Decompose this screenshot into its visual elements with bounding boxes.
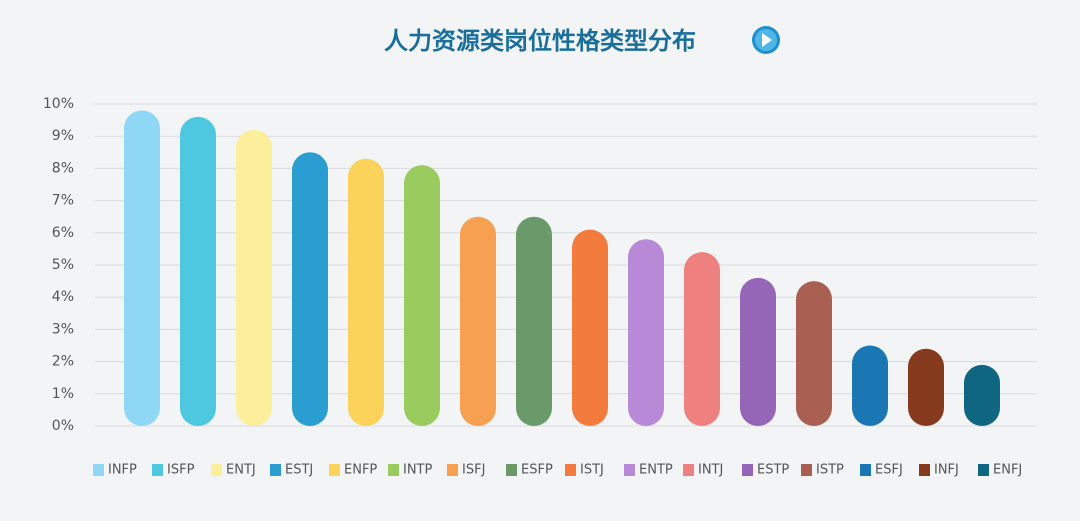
y-tick-label: 3% <box>52 321 74 337</box>
legend-swatch <box>211 464 222 476</box>
legend-swatch <box>329 464 340 476</box>
legend-swatch <box>447 464 458 476</box>
legend-label: INFP <box>108 463 137 478</box>
legend-label: INFJ <box>934 463 959 478</box>
legend-swatch <box>978 464 989 476</box>
bar <box>628 239 664 426</box>
bar <box>516 216 552 426</box>
bar <box>124 110 160 426</box>
y-tick-label: 2% <box>52 354 74 370</box>
bar <box>740 277 776 426</box>
chart-title: 人力资源类岗位性格类型分布 <box>384 27 696 55</box>
bar <box>908 348 944 426</box>
legend-label: ESFJ <box>875 463 903 478</box>
legend-swatch <box>565 464 576 476</box>
y-tick-label: 9% <box>52 128 74 144</box>
bar <box>684 252 720 426</box>
y-tick-label: 7% <box>52 193 74 209</box>
legend-label: ENFP <box>344 463 377 478</box>
legend-swatch <box>919 464 930 476</box>
bar <box>404 165 440 426</box>
bar <box>852 345 888 426</box>
y-tick-label: 0% <box>52 418 74 434</box>
legend-label: ENTP <box>639 463 673 478</box>
legend-swatch <box>801 464 812 476</box>
legend-label: INTP <box>403 463 432 478</box>
bar <box>572 229 608 426</box>
y-tick-label: 1% <box>52 386 74 402</box>
legend-label: ISFJ <box>462 463 485 478</box>
legend-swatch <box>93 464 104 476</box>
legend-label: INTJ <box>698 463 723 478</box>
legend-label: ISTP <box>816 463 844 478</box>
legend-swatch <box>506 464 517 476</box>
legend-label: ENTJ <box>226 463 256 478</box>
bar <box>348 158 384 427</box>
bar <box>292 152 328 427</box>
legend-label: ISFP <box>167 463 195 478</box>
play-icon <box>752 26 780 54</box>
legend-label: ESTJ <box>285 463 313 478</box>
bar <box>796 281 832 426</box>
legend-label: ESTP <box>757 463 789 478</box>
legend-swatch <box>624 464 635 476</box>
legend-label: ESFP <box>521 463 553 478</box>
y-tick-label: 4% <box>52 289 74 305</box>
legend-swatch <box>152 464 163 476</box>
y-tick-label: 8% <box>52 160 74 176</box>
legend-swatch <box>270 464 281 476</box>
legend-label: ISTJ <box>580 463 604 478</box>
bar <box>964 364 1000 426</box>
legend-swatch <box>742 464 753 476</box>
legend-swatch <box>388 464 399 476</box>
legend-swatch <box>860 464 871 476</box>
y-tick-label: 5% <box>52 257 74 273</box>
bar <box>460 216 496 426</box>
bar <box>180 116 216 426</box>
bar <box>236 129 272 426</box>
legend-swatch <box>683 464 694 476</box>
legend-label: ENFJ <box>993 463 1022 478</box>
y-tick-label: 10% <box>43 96 74 112</box>
y-tick-label: 6% <box>52 225 74 241</box>
